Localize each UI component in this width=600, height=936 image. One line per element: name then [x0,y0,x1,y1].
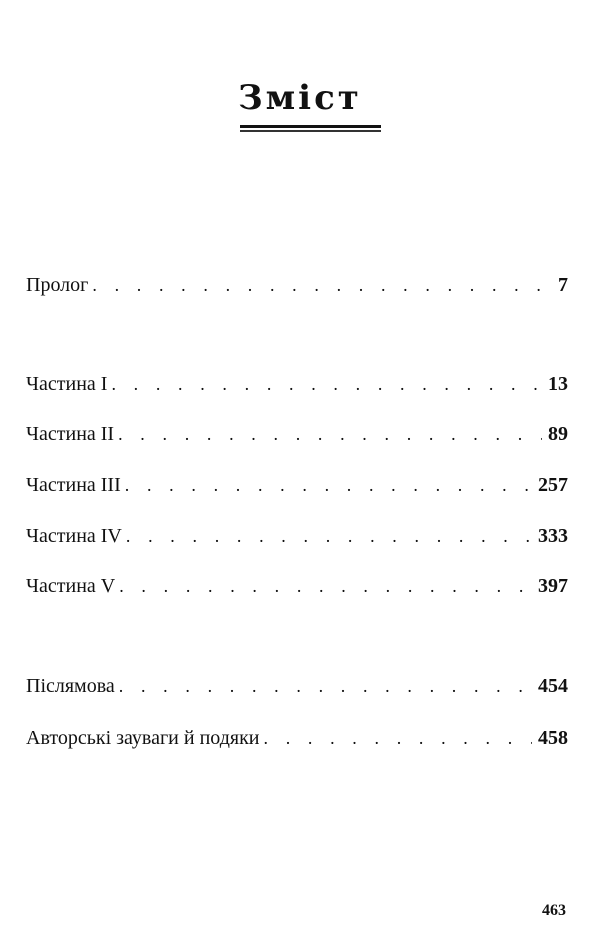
toc-entry-label: Частина I [26,373,108,395]
title-underline-thin [240,130,381,132]
toc-entry-label: Частина V [26,575,116,597]
page-title: Зміст [238,78,362,118]
dot-leader [118,424,542,445]
toc-entry-page: 333 [538,525,568,547]
toc-entry-page: 397 [538,575,568,597]
toc-entry-page: 458 [538,727,568,749]
dot-leader [125,475,532,496]
dot-leader [92,275,552,296]
toc-entry: Частина III 257 [26,474,568,500]
toc-entry-page: 89 [548,423,568,445]
dot-leader [264,728,533,749]
toc-entry: Частина IV 333 [26,525,568,551]
toc-entry-label: Частина III [26,474,121,496]
toc-entry-page: 257 [538,474,568,496]
dot-leader [111,374,542,395]
toc-entry-label: Авторські зауваги й подяки [26,727,260,749]
toc-entry-label: Частина IV [26,525,122,547]
page-number: 463 [542,902,566,919]
title-underline [240,125,381,128]
toc-entry-label: Частина II [26,423,115,445]
dot-leader [119,676,532,697]
toc-entry: Частина I 13 [26,373,568,399]
toc-entry-label: Післямова [26,675,115,697]
toc-entry-page: 454 [538,675,568,697]
toc-entry: Авторські зауваги й подяки 458 [26,727,568,753]
toc-entry-label: Пролог [26,274,89,296]
toc-entry-page: 13 [548,373,568,395]
toc-entry: Частина V 397 [26,575,568,601]
toc-entry-page: 7 [558,274,568,296]
toc-entry: Частина II 89 [26,423,568,449]
dot-leader [119,576,532,597]
toc-entry: Післямова 454 [26,675,568,701]
dot-leader [126,526,532,547]
toc-entry: Пролог 7 [26,274,568,300]
